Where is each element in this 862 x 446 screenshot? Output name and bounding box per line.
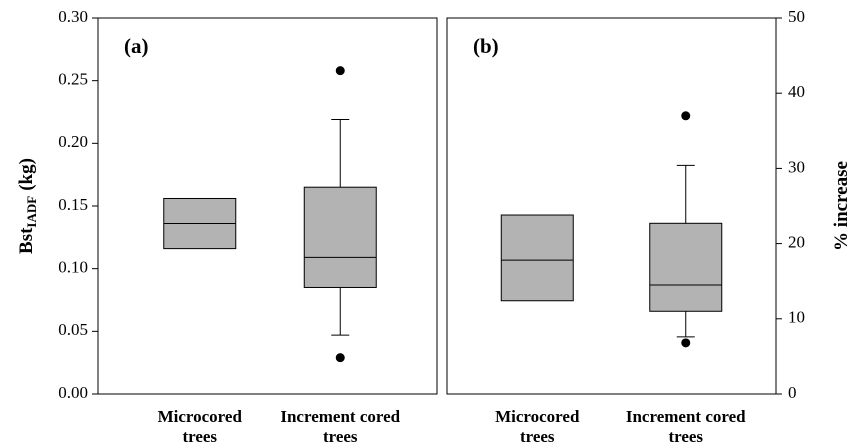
box bbox=[649, 222, 723, 312]
box bbox=[303, 186, 377, 288]
y-tick-label: 30 bbox=[788, 157, 805, 176]
y-tick-label: 50 bbox=[788, 7, 805, 26]
y-axis-label-sub: IADF bbox=[24, 196, 39, 228]
box bbox=[500, 214, 574, 302]
y-tick-label: 0.30 bbox=[58, 7, 88, 26]
y-tick-label: 0.00 bbox=[58, 383, 88, 402]
plot-frame bbox=[446, 17, 777, 395]
y-tick-label: 40 bbox=[788, 82, 805, 101]
plot-frame bbox=[97, 17, 438, 395]
outlier bbox=[681, 338, 691, 348]
y-tick-label: 0.05 bbox=[58, 320, 88, 339]
y-axis-label-main: % increase bbox=[831, 161, 852, 251]
y-axis-label-unit: (kg) bbox=[16, 158, 37, 191]
y-tick-label: 0.10 bbox=[58, 258, 88, 277]
y-axis-label-main: Bst bbox=[16, 227, 37, 254]
y-tick-label: 20 bbox=[788, 233, 805, 252]
x-tick-label: Increment cored trees bbox=[626, 407, 746, 446]
y-tick-label: 0.15 bbox=[58, 195, 88, 214]
outlier bbox=[335, 353, 345, 363]
y-tick-label: 0.20 bbox=[58, 132, 88, 151]
x-tick-label: Increment cored trees bbox=[280, 407, 400, 446]
panel-label: (a) bbox=[124, 34, 149, 58]
panel-label: (b) bbox=[473, 34, 499, 58]
x-tick-label: Microcored trees bbox=[158, 407, 243, 446]
y-axis-label: BstIADF (kg) bbox=[16, 158, 39, 254]
y-axis-label: % increase bbox=[831, 161, 852, 251]
x-tick-label: Microcored trees bbox=[495, 407, 580, 446]
y-tick-label: 0.25 bbox=[58, 70, 88, 89]
outlier bbox=[335, 66, 345, 76]
y-tick-label: 10 bbox=[788, 308, 805, 327]
outlier bbox=[681, 111, 691, 121]
y-tick-label: 0 bbox=[788, 383, 797, 402]
